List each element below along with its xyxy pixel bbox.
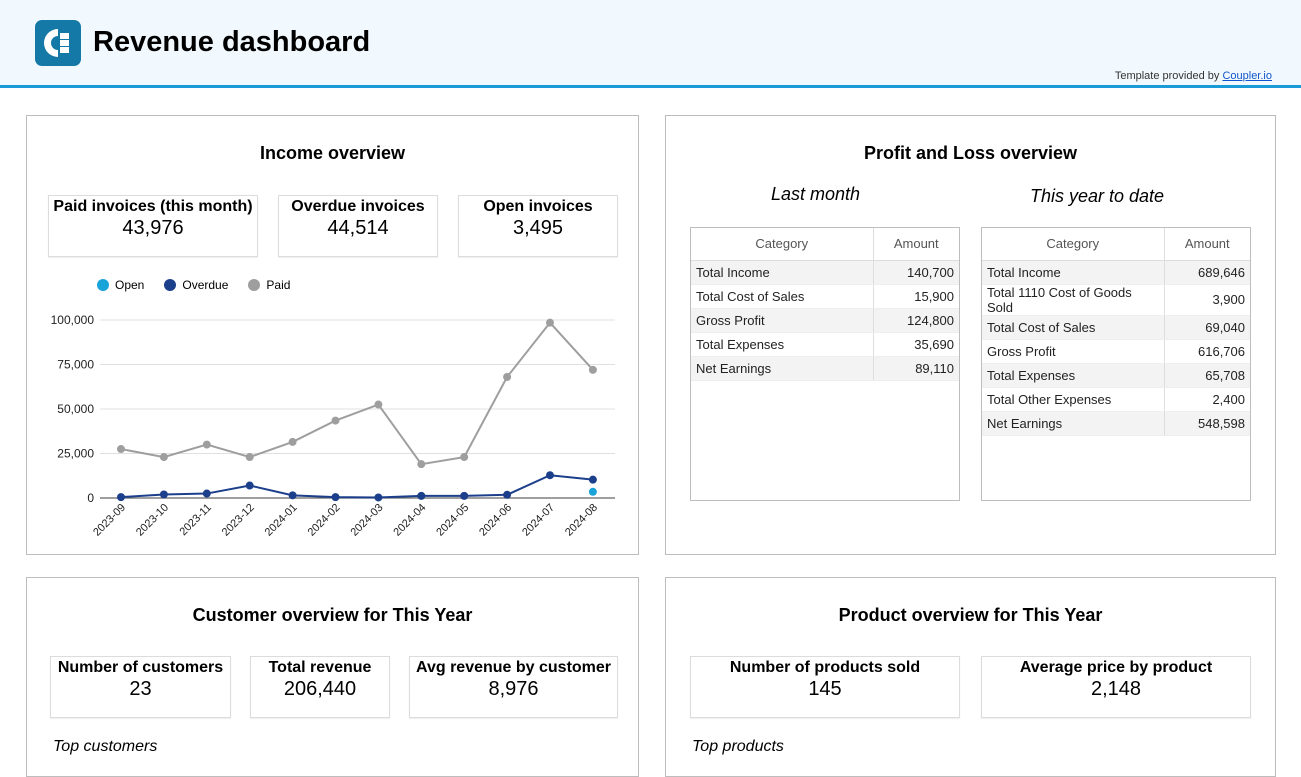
table-row: Total Income 140,700 — [691, 260, 959, 285]
data-point-paid — [159, 453, 168, 462]
legend-paid: Paid — [248, 278, 290, 292]
data-point-overdue — [588, 475, 597, 484]
x-tick-label: 2024-02 — [306, 502, 343, 539]
kpi-avg-price: Average price by product 2,148 — [981, 656, 1251, 718]
x-tick-label: 2024-01 — [263, 502, 300, 539]
data-point-overdue — [245, 481, 254, 490]
table-row: Total Income 689,646 — [982, 260, 1250, 285]
data-point-paid — [374, 400, 383, 409]
data-point-overdue — [374, 493, 383, 502]
table-row: Gross Profit 124,800 — [691, 308, 959, 333]
data-point-paid — [117, 445, 125, 454]
data-point-overdue — [546, 471, 554, 480]
table-header: Category Amount — [691, 228, 959, 261]
table-row: Total Expenses 65,708 — [982, 363, 1250, 388]
table-row: Total Cost of Sales 15,900 — [691, 284, 959, 309]
table-header: Category Amount — [982, 228, 1250, 261]
y-tick-label: 25,000 — [57, 447, 94, 461]
kpi-open: Open invoices 3,495 — [458, 195, 618, 257]
data-point-paid — [503, 372, 512, 381]
data-point-overdue — [288, 491, 297, 500]
page-title: Revenue dashboard — [93, 26, 371, 58]
last-month-subtitle: Last month — [771, 184, 861, 204]
legend-open: Open — [97, 278, 144, 292]
data-point-paid — [288, 437, 297, 446]
data-point-paid — [245, 453, 254, 462]
data-point-paid — [588, 365, 597, 374]
data-point-overdue — [460, 491, 469, 500]
y-tick-label: 50,000 — [57, 402, 94, 416]
legend-overdue: Overdue — [164, 278, 228, 292]
x-tick-label: 2024-07 — [520, 502, 557, 539]
panel-title: Profit and Loss overview — [863, 143, 1078, 163]
x-tick-label: 2024-05 — [434, 502, 471, 539]
x-tick-label: 2023-10 — [134, 502, 171, 539]
kpi-products-sold: Number of products sold 145 — [690, 656, 960, 718]
kpi-overdue: Overdue invoices 44,514 — [278, 195, 438, 257]
income-line-chart: 0 25,000 50,000 75,000 100,000 2023-09 2023-10… — [51, 313, 615, 539]
customer-overview-panel: Customer overview for This Year Number o… — [26, 577, 639, 777]
x-tick-label: 2024-04 — [391, 502, 428, 539]
header: Revenue dashboard Template provided by C… — [0, 0, 1301, 88]
y-tick-label: 75,000 — [57, 358, 94, 372]
table-row: Total Cost of Sales 69,040 — [982, 315, 1250, 340]
data-point-paid — [546, 318, 554, 327]
x-tick-label: 2023-11 — [177, 502, 213, 538]
data-point-overdue — [503, 490, 512, 499]
kpi-customers: Number of customers 23 — [50, 656, 231, 718]
ytd-table: Category Amount Total Income 689,646 Total 1… — [981, 227, 1251, 501]
chart-legend: Open Overdue Paid — [97, 278, 290, 292]
panel-title: Customer overview for This Year — [192, 605, 473, 625]
table-row: Total Other Expenses 2,400 — [982, 387, 1250, 412]
x-tick-label: 2024-03 — [348, 502, 385, 539]
ytd-subtitle: This year to date — [1030, 186, 1165, 206]
kpi-avg-revenue: Avg revenue by customer 8,976 — [409, 656, 618, 718]
panel-title: Product overview for This Year — [838, 605, 1103, 625]
data-point-paid — [417, 460, 426, 469]
table-row: Net Earnings 89,110 — [691, 356, 959, 381]
table-row: Total 1110 Cost of Goods Sold 3,900 — [982, 284, 1250, 316]
data-point-overdue — [417, 491, 426, 500]
x-tick-label: 2023-09 — [91, 502, 128, 539]
data-point-paid — [460, 453, 469, 462]
product-overview-panel: Product overview for This Year Number of… — [665, 577, 1276, 777]
series-line-paid — [120, 321, 594, 466]
kpi-total-revenue: Total revenue 206,440 — [250, 656, 390, 718]
data-point-overdue — [202, 489, 211, 498]
panel-title: Income overview — [259, 143, 406, 163]
data-point-open — [588, 487, 597, 496]
table-row: Net Earnings 548,598 — [982, 411, 1250, 436]
x-tick-label: 2024-06 — [477, 502, 514, 539]
top-customers-heading: Top customers — [53, 738, 158, 755]
y-tick-label: 0 — [87, 491, 94, 505]
kpi-paid: Paid invoices (this month) 43,976 — [48, 195, 258, 257]
last-month-table: Category Amount Total Income 140,700 Total C… — [690, 227, 960, 501]
credit: Template provided by Coupler.io — [1114, 70, 1272, 82]
coupler-link[interactable]: Coupler.io — [1222, 70, 1272, 82]
table-row: Gross Profit 616,706 — [982, 339, 1250, 364]
data-point-paid — [331, 416, 340, 425]
y-tick-label: 100,000 — [51, 313, 95, 327]
data-point-overdue — [331, 493, 340, 502]
x-tick-label: 2024-08 — [563, 502, 600, 539]
data-point-paid — [202, 440, 211, 449]
series-line-overdue — [120, 474, 594, 499]
pnl-panel: Profit and Loss overview Last month This… — [665, 115, 1276, 555]
coupler-logo — [35, 20, 81, 66]
data-point-overdue — [159, 490, 168, 499]
x-tick-label: 2023-12 — [220, 502, 257, 539]
table-row: Total Expenses 35,690 — [691, 332, 959, 357]
top-products-heading: Top products — [692, 738, 784, 755]
data-point-overdue — [117, 493, 125, 502]
